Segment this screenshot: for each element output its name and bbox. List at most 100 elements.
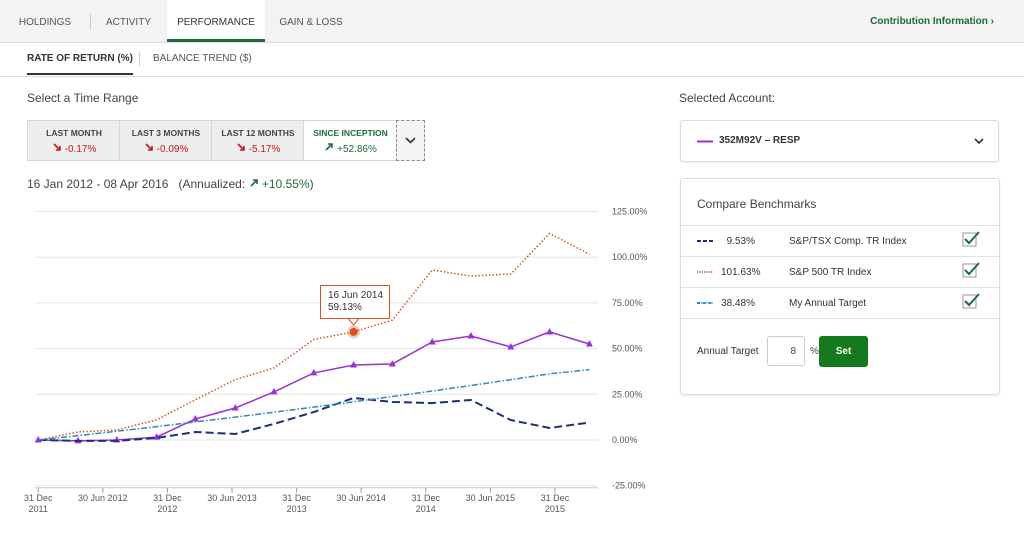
point-marker [350,361,358,368]
x-tick-label: 31 Dec 2013 [282,492,311,514]
checkbox-box [962,263,977,278]
benchmark-checkbox[interactable] [962,292,980,310]
target-input[interactable]: 8 [767,336,805,366]
checkmark [964,262,980,276]
tooltip-value: 59.13% [328,302,362,313]
range-change: -5.17% [212,142,304,155]
period-dates: 16 Jan 2012 - 08 Apr 2016 [27,177,169,191]
set-button[interactable]: Set [819,336,868,367]
point-marker [231,404,239,411]
range-value: +52.86% [337,144,377,155]
range-label: LAST MONTH [46,128,102,138]
point-marker [191,414,199,422]
range-change: +52.86% [304,142,397,155]
checkmark [964,293,980,307]
range-button[interactable]: LAST MONTH -0.17% [27,120,121,161]
benchmark-name: S&P/TSX Comp. TR Index [789,236,907,247]
period: 16 Jan 2012 - 08 Apr 2016 (Annualized: +… [27,177,314,191]
point-marker [270,387,278,395]
tooltip: 16 Jun 2014 59.13% [320,285,390,319]
range-value: -0.09% [156,144,189,155]
sub-tab[interactable]: BALANCE TREND ($) [153,53,252,64]
series-line [38,396,590,442]
range-label: LAST 3 MONTHS [131,128,201,138]
tab[interactable]: ACTIVITY [105,17,151,28]
tab[interactable]: GAIN & LOSS [279,17,343,28]
benchmark-checkbox[interactable] [962,261,980,279]
x-tick-label: 30 Jun 2015 [465,492,516,503]
tooltip-pointer [348,318,360,326]
tab[interactable]: HOLDINGS [18,17,72,28]
contribution-link[interactable]: Contribution Information › [870,16,994,27]
y-tick-label: -25.00% [612,481,646,491]
chevron [974,138,984,145]
checkbox-box [962,232,977,247]
range-label: SINCE INCEPTION [313,128,388,138]
benchmark-swatch [697,302,713,304]
range-button[interactable]: LAST 12 MONTHS -5.17% [211,120,305,161]
arrow-path [145,143,153,151]
benchmark-row: 101.63% S&P 500 TR Index [681,256,999,287]
benchmark-row: 38.48% My Annual Target [681,287,999,318]
point-marker [388,359,396,367]
point-marker [467,331,475,339]
checkmark [964,231,980,245]
arrow [325,143,333,151]
range-button[interactable]: SINCE INCEPTION +52.86% [303,120,398,161]
point-marker [507,342,515,350]
annualized-value: +10.55% [261,177,310,191]
point-marker [310,368,318,376]
range-value: -0.17% [64,144,97,155]
range-change: -0.09% [120,142,212,155]
series-line [38,368,590,441]
annualized-prefix: (Annualized: [178,177,246,191]
range-button[interactable]: LAST 3 MONTHS -0.09% [119,120,213,161]
tab-separator [90,14,91,30]
arrow-path [53,143,61,151]
arrow-path [237,143,245,151]
benchmark-row: 9.53% S&P/TSX Comp. TR Index [681,225,999,256]
chevron [405,137,416,144]
series-line [38,232,590,441]
x-tick-label: 31 Dec 2012 [153,492,182,514]
y-tick-label: 25.00% [612,389,643,399]
y-tick-label: 0.00% [612,435,638,445]
range-label: LAST 12 MONTHS [221,128,295,138]
benchmark-return: 9.53% [726,236,755,247]
benchmark-name: S&P 500 TR Index [789,267,872,278]
point-marker [585,340,593,347]
sub-tabs: RATE OF RETURN (%) BALANCE TREND ($) [0,42,1024,77]
range-change: -0.17% [28,142,120,155]
chart: -25.00% 0.00% 25.00% 50.00% 75.00% 100.00% 125… [34,207,648,493]
benchmarks-card: Compare Benchmarks Annual Target 8 % Set… [680,178,1000,395]
x-tick-label: 31 Dec 2011 [23,492,53,514]
point-marker [546,327,554,335]
target-label: Annual Target [697,346,759,357]
tooltip-date: 16 Jun 2014 [328,290,384,301]
benchmark-swatch [697,240,713,242]
y-tick-label: 50.00% [612,344,643,354]
hover-dot [349,327,358,336]
top-tabs: Contribution Information › HOLDINGS ACTIV… [0,0,1024,43]
account-name: 352M92V – RESP [719,135,801,146]
y-tick-label: 125.00% [612,207,648,217]
sub-tab[interactable]: RATE OF RETURN (%) [27,42,133,75]
tab[interactable]: PERFORMANCE [167,0,265,42]
arrow [145,143,153,151]
benchmark-swatch [697,271,713,273]
x-tick-label: 31 Dec 2015 [540,492,570,514]
benchmark-checkbox[interactable] [962,230,980,248]
target-unit: % [810,346,819,357]
arrow-path [325,143,333,151]
account-select[interactable]: 352M92V – RESP [680,120,999,162]
x-tick-label: 30 Jun 2012 [78,492,128,503]
arrow [237,143,245,151]
time-range-dropdown[interactable] [396,120,425,161]
account-title: Selected Account: [679,91,776,105]
benchmark-return: 38.48% [721,298,755,309]
annualized-suffix: ) [309,177,314,191]
range-value: -5.17% [248,144,281,155]
benchmark-return: 101.63% [721,267,761,278]
y-tick-label: 75.00% [612,298,643,308]
